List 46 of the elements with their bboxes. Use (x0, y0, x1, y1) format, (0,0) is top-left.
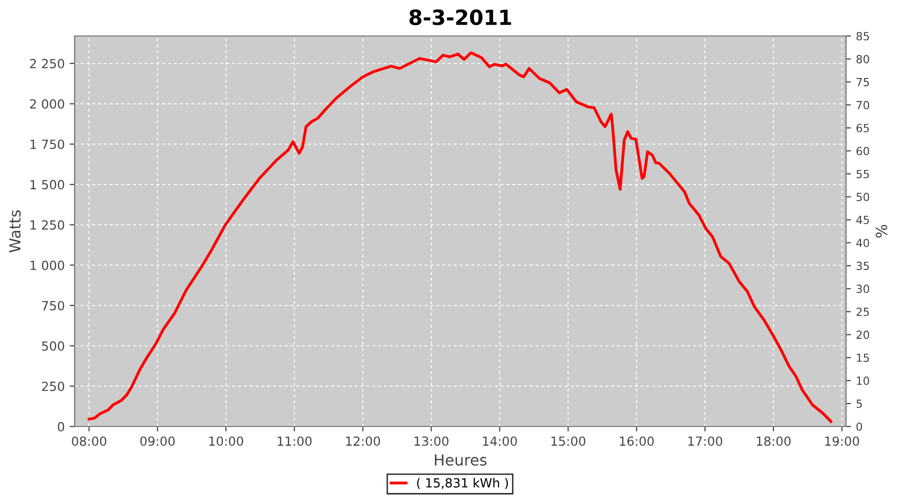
y2-tick-label: 85 (856, 32, 869, 40)
x-tick-label: 19:00 (825, 436, 860, 446)
y2-tick-label: 5 (856, 400, 862, 408)
x-tick-label: 09:00 (140, 436, 175, 446)
line-series (88, 51, 832, 423)
x-tick-label: 17:00 (688, 436, 722, 446)
y2-tick-label: 60 (856, 146, 870, 156)
y-tick-label: 250 (42, 382, 64, 392)
y-tick-label: 1 250 (30, 220, 64, 230)
y2-tick-label: 70 (856, 100, 870, 110)
y2-tick-label: 75 (856, 78, 869, 86)
y2-tick-label: 25 (856, 308, 869, 316)
x-tick-label: 10:00 (209, 436, 244, 446)
x-tick-label: 18:00 (756, 436, 791, 446)
y-axis-title: Watts (9, 210, 21, 252)
y2-tick-label: 30 (856, 284, 870, 294)
y2-axis-title: % (876, 224, 888, 238)
y-tick-label: 1 500 (30, 180, 64, 190)
x-tick-label: 12:00 (346, 436, 380, 446)
y2-tick-label: 55 (856, 170, 869, 178)
y-tick-label: 2 250 (30, 58, 64, 68)
chart-title: 8-3-2011 (409, 9, 512, 26)
x-axis-title: Heures (434, 454, 487, 466)
y2-tick-label: 10 (856, 376, 870, 385)
y-tick-label: 1 000 (30, 260, 64, 270)
y-tick-label: 2 000 (30, 99, 64, 109)
y2-tick-label: 15 (856, 354, 869, 362)
y-tick-label: 0 (58, 422, 64, 432)
y-tick-label: 500 (42, 341, 64, 351)
y2-tick-label: 50 (856, 192, 870, 202)
y2-tick-label: 65 (856, 124, 869, 132)
y2-tick-label: 40 (856, 238, 870, 248)
x-tick-label: 15:00 (552, 436, 586, 446)
y-tick-label: 1 750 (30, 140, 64, 150)
y2-tick-label: 80 (856, 54, 870, 64)
x-tick-label: 14:00 (483, 436, 517, 446)
y2-tick-label: 35 (856, 262, 869, 270)
y2-tick-label: 45 (856, 216, 869, 224)
x-tick-label: 11:00 (278, 436, 312, 446)
legend-label: ( 15,831 kWh ) (417, 478, 508, 490)
x-tick-label: 16:00 (620, 436, 654, 446)
x-tick-label: 13:00 (414, 436, 448, 446)
x-tick-label: 08:00 (72, 436, 106, 446)
y2-tick-label: 0 (856, 422, 862, 431)
y-tick-label: 750 (42, 300, 64, 310)
y2-tick-label: 20 (856, 330, 870, 339)
